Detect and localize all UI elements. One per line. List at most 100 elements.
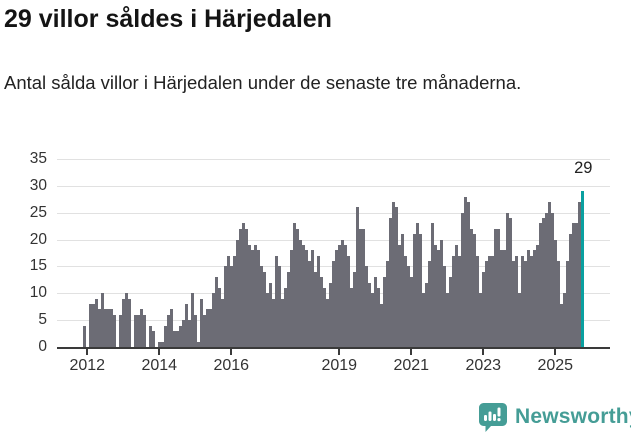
newsworthy-logo[interactable]: Newsworthy [477,401,631,432]
bar [245,228,248,347]
bar [161,341,164,347]
bar [380,304,383,347]
page-title: 29 villor såldes i Härjedalen [4,5,332,33]
y-axis-label: 25 [29,203,47,221]
bar [89,304,92,347]
bar [269,282,272,347]
bar [179,325,182,347]
bar [287,271,290,347]
bar [470,228,473,347]
x-axis-tick [554,349,557,355]
x-axis-tick [410,349,413,355]
x-axis-tick [86,349,89,355]
x-axis-tick [230,349,233,355]
bar [329,282,332,347]
x-axis-label: 2012 [69,357,106,374]
bar [512,261,515,347]
bar [509,218,512,347]
y-axis-label: 10 [29,284,47,302]
bar [317,255,320,347]
bar [260,266,263,347]
bar [503,250,506,347]
bar [449,277,452,347]
bar [221,298,224,347]
bar [437,250,440,347]
bar [275,255,278,347]
x-axis-label: 2014 [141,357,178,374]
bar [293,223,296,347]
bar [479,293,482,347]
bar [560,304,563,347]
bar [212,293,215,347]
bar [167,314,170,347]
y-axis-label: 15 [29,257,47,275]
bar [539,223,542,347]
bar [422,293,425,347]
bar [368,282,371,347]
bar [356,207,359,347]
bar [566,261,569,347]
bar [284,287,287,347]
bar [419,234,422,347]
bar [215,277,218,347]
bar [272,298,275,347]
x-axis-line [57,347,610,349]
bar [140,309,143,347]
bar [455,244,458,347]
bar [398,244,401,347]
bar [218,287,221,347]
y-axis-label: 5 [38,311,47,329]
bar [233,255,236,347]
bar [530,255,533,347]
y-axis-label: 30 [29,176,47,194]
bar [299,239,302,347]
bar [251,250,254,347]
bar [344,244,347,347]
newsworthy-logo-text: Newsworthy [515,404,631,428]
bar [224,266,227,347]
bar [506,212,509,347]
bar [467,202,470,347]
bar [128,298,131,347]
bar [263,271,266,347]
bar [335,250,338,347]
bar [281,298,284,347]
bar [563,293,566,347]
bar [527,250,530,347]
bar [578,202,581,347]
chart-subtitle: Antal sålda villor i Härjedalen under de… [4,72,522,93]
bar [125,293,128,347]
bar [341,239,344,347]
bar [227,255,230,347]
bar [164,325,167,347]
bar [476,255,479,347]
bar [473,234,476,347]
x-axis-label: 2021 [393,357,430,374]
bar [425,282,428,347]
gridline [57,185,610,187]
bar [452,255,455,347]
bar [332,261,335,347]
x-axis-tick [338,349,341,355]
bar [494,228,497,347]
bar [524,261,527,347]
bar [389,218,392,347]
gridline [57,159,610,161]
bar [500,250,503,347]
bar [95,298,98,347]
bar [137,314,140,347]
bar [431,223,434,347]
gridline [57,239,610,241]
bar [416,223,419,347]
bar [428,261,431,347]
newsworthy-logo-icon [479,403,507,432]
bar [266,293,269,347]
bar [194,314,197,347]
bar [353,271,356,347]
bar [110,309,113,347]
bar [377,287,380,347]
bar [134,314,137,347]
bar [545,212,548,347]
bar [239,228,242,347]
